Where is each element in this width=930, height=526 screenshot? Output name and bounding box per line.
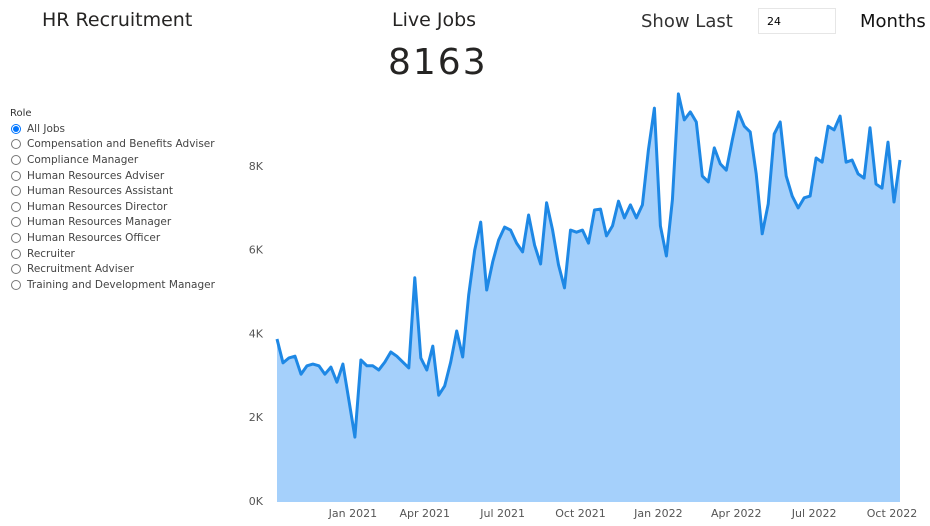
radio-button[interactable] <box>11 139 21 150</box>
radio-button[interactable] <box>11 279 21 290</box>
y-tick-label: 4K <box>249 327 264 340</box>
option-label: Human Resources Adviser <box>27 169 165 182</box>
option-label: Training and Development Manager <box>27 278 215 291</box>
y-tick-label: 6K <box>249 244 264 257</box>
role-slicer: Role All Jobs Compensation and Benefits A… <box>10 108 215 293</box>
slicer-option[interactable]: Compensation and Benefits Adviser <box>10 137 215 153</box>
option-label: All Jobs <box>27 122 66 135</box>
slicer-option[interactable]: Human Resources Assistant <box>10 183 215 199</box>
radio-button[interactable] <box>11 201 21 212</box>
x-tick-label: Apr 2021 <box>399 507 450 520</box>
y-tick-label: 8K <box>249 160 264 173</box>
months-label: Months <box>860 11 926 32</box>
slicer-option[interactable]: Human Resources Officer <box>10 230 215 246</box>
x-tick-label: Oct 2021 <box>555 507 606 520</box>
show-last-label: Show Last <box>641 11 733 32</box>
area-fill <box>277 93 900 503</box>
x-tick-label: Jul 2022 <box>791 507 837 520</box>
y-tick-label: 2K <box>249 411 264 424</box>
option-label: Compliance Manager <box>27 153 139 166</box>
kpi-value: 8163 <box>388 42 488 83</box>
radio-button[interactable] <box>11 248 21 259</box>
option-label: Compensation and Benefits Adviser <box>27 138 215 151</box>
series-line <box>275 92 902 439</box>
option-label: Human Resources Director <box>27 200 168 213</box>
x-tick-label: Jan 2021 <box>328 507 377 520</box>
x-tick-label: Apr 2022 <box>711 507 762 520</box>
radio-button[interactable] <box>11 217 21 228</box>
x-tick-label: Oct 2022 <box>867 507 918 520</box>
x-tick-label: Jul 2021 <box>479 507 525 520</box>
slicer-option[interactable]: Compliance Manager <box>10 152 215 168</box>
option-label: Human Resources Assistant <box>27 185 174 198</box>
option-label: Human Resources Manager <box>27 216 172 229</box>
slicer-title: Role <box>10 108 32 119</box>
months-input[interactable] <box>758 8 836 34</box>
slicer-option[interactable]: Recruiter <box>10 246 215 262</box>
x-tick-label: Jan 2022 <box>633 507 682 520</box>
report-title: HR Recruitment <box>42 9 193 31</box>
slicer-option[interactable]: Recruitment Adviser <box>10 261 215 277</box>
slicer-option[interactable]: Human Resources Director <box>10 199 215 215</box>
slicer-option[interactable]: All Jobs <box>10 121 215 137</box>
slicer-option[interactable]: Human Resources Manager <box>10 215 215 231</box>
radio-button[interactable] <box>11 186 21 197</box>
slicer-option[interactable]: Training and Development Manager <box>10 277 215 293</box>
radio-button[interactable] <box>11 154 21 165</box>
slicer-option[interactable]: Human Resources Adviser <box>10 168 215 184</box>
radio-button[interactable] <box>11 123 21 134</box>
radio-button[interactable] <box>11 264 21 275</box>
radio-button[interactable] <box>11 232 21 243</box>
radio-button[interactable] <box>11 170 21 181</box>
option-label: Human Resources Officer <box>27 231 161 244</box>
y-tick-label: 0K <box>249 495 264 508</box>
kpi-label: Live Jobs <box>392 9 477 31</box>
option-label: Recruitment Adviser <box>27 263 134 276</box>
option-label: Recruiter <box>27 247 75 260</box>
slicer-options: All Jobs Compensation and Benefits Advise… <box>10 121 215 293</box>
